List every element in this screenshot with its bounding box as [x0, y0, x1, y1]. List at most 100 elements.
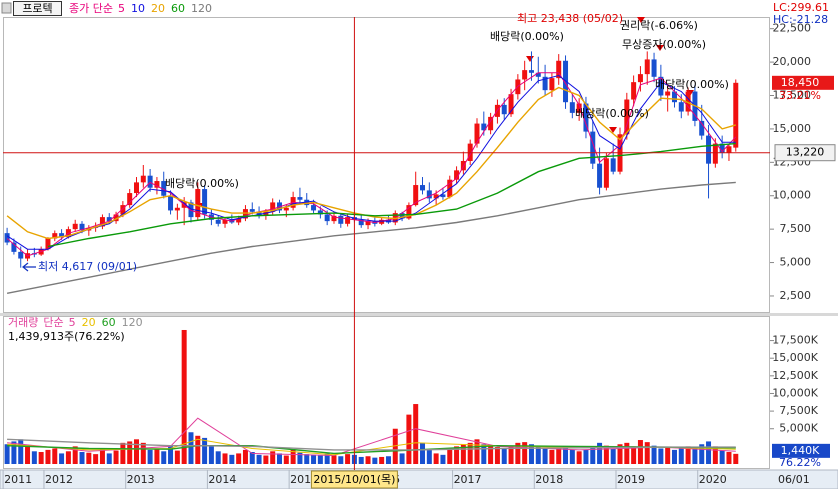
volume-bar — [256, 454, 262, 464]
volume-bar — [65, 451, 71, 464]
candle-body — [263, 211, 269, 216]
volume-bar — [392, 428, 398, 464]
candle-body — [18, 251, 24, 259]
volume-bar — [79, 452, 85, 464]
volume-bar — [624, 442, 630, 464]
moving-average — [6, 181, 736, 294]
candle-body — [685, 91, 691, 112]
stock-button[interactable] — [13, 1, 62, 16]
candle-body — [637, 74, 643, 83]
volume-bar — [467, 442, 473, 464]
volume-bar — [426, 449, 432, 464]
last-price-box — [772, 75, 834, 90]
candle-body — [133, 182, 139, 194]
last-volume-change: 76.22% — [779, 456, 821, 469]
volume-bar — [712, 446, 718, 464]
candle-body — [154, 181, 160, 188]
candle-body — [508, 94, 514, 115]
legend-item: 20 — [82, 316, 96, 329]
volume-bar — [726, 452, 732, 464]
volume-bar — [542, 447, 548, 464]
y-tick-label: 5,000 — [780, 256, 812, 269]
candle-body — [699, 120, 705, 136]
volume-bar — [678, 447, 684, 464]
volume-bar — [229, 454, 235, 464]
volume-bar — [181, 329, 187, 464]
candle-body — [726, 146, 732, 153]
volume-bar — [671, 449, 677, 464]
volume-bar — [311, 454, 317, 464]
crosshair-value-box — [774, 144, 836, 162]
candle-body — [549, 78, 555, 91]
legend-item: 60 — [171, 2, 185, 15]
moving-average — [7, 444, 736, 455]
date-axis — [0, 469, 838, 489]
y-tick-label: 20,000 — [773, 55, 812, 68]
y-tick-label: 10,000 — [773, 189, 812, 202]
volume-bar — [603, 445, 609, 464]
candle-body — [249, 209, 255, 212]
legend-title: 단순 — [43, 316, 63, 329]
candle-body — [297, 197, 303, 200]
stock-name[interactable]: 프로텍 — [22, 2, 52, 15]
volume-bar — [706, 441, 712, 464]
annotation: 최고 23,438 (05/02) — [517, 12, 623, 25]
candle-body — [324, 214, 330, 222]
candle-body — [426, 190, 432, 199]
candle-body — [147, 175, 153, 188]
volume-bar — [140, 442, 146, 464]
candle-body — [311, 205, 317, 211]
volume-bar — [413, 404, 419, 464]
candle-body — [365, 221, 371, 226]
y-tick-label: 2,500 — [780, 289, 812, 302]
menu-icon[interactable] — [1, 2, 12, 14]
volume-bar — [440, 454, 446, 464]
x-tick-label: 2018 — [535, 473, 563, 486]
x-tick-label: 2012 — [45, 473, 73, 486]
annotation: 배당락(0.00%) — [165, 177, 239, 190]
volume-bar — [195, 435, 201, 464]
moving-average — [47, 142, 736, 248]
volume-bar — [208, 445, 214, 464]
y-tick-label: 5,000K — [779, 422, 818, 435]
candle-body — [665, 91, 671, 96]
y-tick-label: 17,500K — [772, 334, 818, 347]
y-tick-label: 7,500 — [780, 222, 812, 235]
candle-body — [474, 123, 480, 144]
volume-bar — [474, 439, 480, 464]
volume-bar — [113, 450, 119, 464]
volume-pane — [3, 316, 770, 469]
legend-item: 120 — [191, 2, 212, 15]
volume-bar — [583, 449, 589, 464]
volume-bar — [358, 456, 364, 464]
candle-body — [488, 116, 494, 131]
volume-bar — [528, 444, 534, 464]
y-tick-label: 15,000K — [772, 351, 818, 364]
volume-bar — [590, 446, 596, 464]
candle-body — [420, 185, 426, 191]
legend-item: 5 — [118, 2, 125, 15]
volume-bar — [379, 456, 385, 464]
y-tick-label: 7,500K — [779, 404, 818, 417]
volume-bar — [99, 448, 105, 464]
volume-bar — [447, 448, 453, 464]
volume-bar — [120, 442, 126, 464]
event-arrow — [526, 56, 534, 62]
candle-body — [481, 123, 487, 131]
candle-body — [358, 219, 364, 226]
crosshair-value-label: 13,220 — [786, 146, 825, 159]
candle-body — [52, 233, 58, 239]
candle-body — [283, 207, 289, 211]
candle-body — [202, 189, 208, 215]
volume-bar — [345, 454, 351, 464]
candle-body — [106, 217, 112, 222]
volume-bar — [494, 447, 500, 464]
candle-body — [658, 76, 664, 96]
volume-bar — [127, 441, 133, 464]
volume-bar — [406, 414, 412, 464]
volume-bar — [433, 453, 439, 464]
x-tick-label: 2011 — [4, 473, 32, 486]
lc-label: LC:299.61 — [773, 1, 829, 14]
x-tick-label: 2014 — [208, 473, 236, 486]
